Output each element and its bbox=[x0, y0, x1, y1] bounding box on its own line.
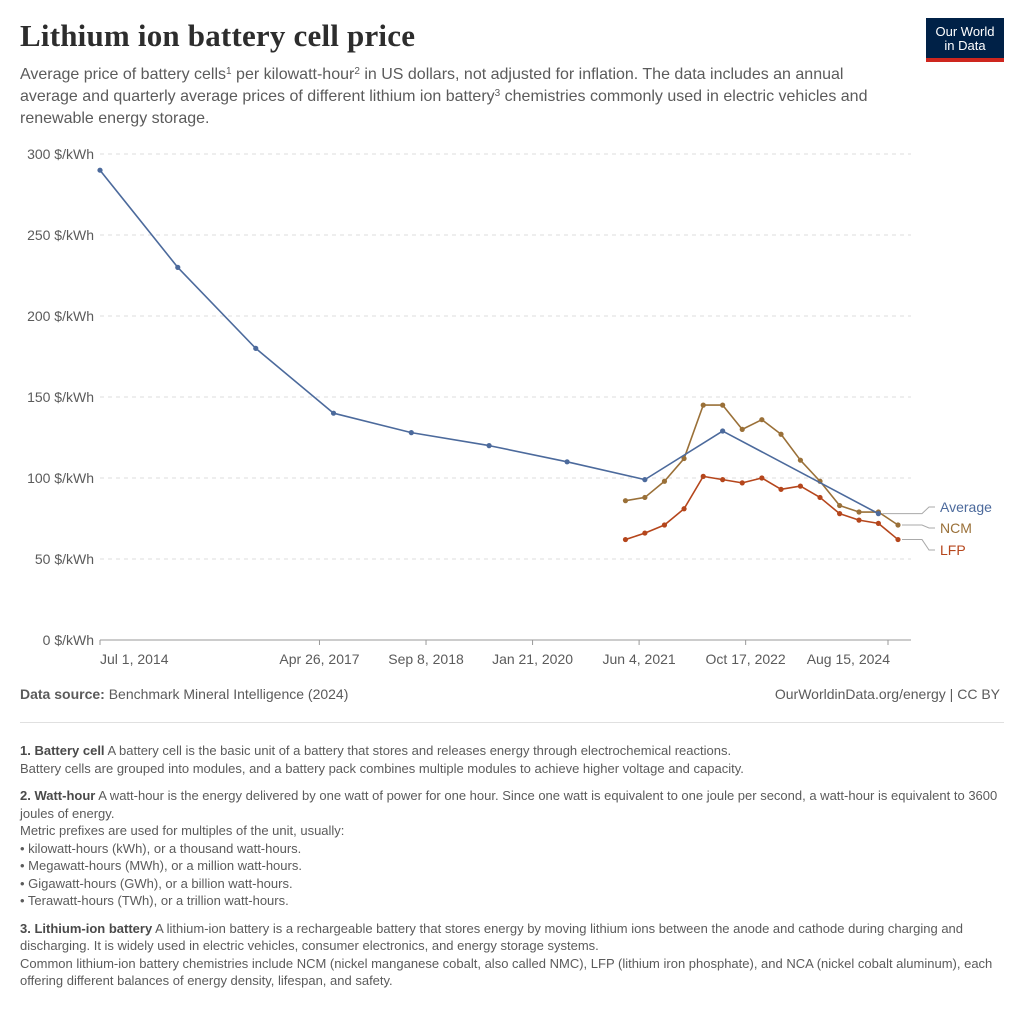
footnote-ref-2[interactable]: 2 bbox=[354, 66, 360, 77]
chart-subtitle: Average price of battery cells1 per kilo… bbox=[20, 64, 900, 130]
data-point-ncm bbox=[720, 402, 726, 408]
footnote-text: A battery cell is the basic unit of a ba… bbox=[104, 743, 732, 758]
footnote-term: 3. Lithium-ion battery bbox=[20, 920, 153, 936]
footnote-ref-3[interactable]: 3 bbox=[494, 88, 501, 99]
data-point-ncm bbox=[739, 426, 745, 432]
footnote-bullet: • Gigawatt-hours (GWh), or a billion wat… bbox=[20, 875, 293, 891]
data-point-lfp bbox=[875, 520, 881, 526]
x-tick-label: Jan 21, 2020 bbox=[492, 651, 573, 667]
data-point-ncm bbox=[661, 478, 668, 484]
data-point-average bbox=[720, 428, 726, 434]
data-point-ncm bbox=[681, 455, 687, 462]
footnote-line: 2. Watt-hour A watt-hour is the energy d… bbox=[20, 787, 1004, 822]
data-point-lfp bbox=[720, 477, 726, 483]
y-tick-label: 100 $/kWh bbox=[27, 470, 94, 486]
footnote-bullet: • Terawatt-hours (TWh), or a trillion wa… bbox=[20, 893, 289, 908]
footnote-bullet: • kilowatt-hours (kWh), or a thousand wa… bbox=[20, 840, 302, 856]
data-point-average bbox=[875, 511, 881, 517]
credit-link[interactable]: OurWorldinData.org/energy | CC BY bbox=[774, 686, 1000, 702]
y-tick-label: 0 $/kWh bbox=[43, 632, 94, 648]
data-point-ncm bbox=[856, 509, 862, 515]
data-point-average bbox=[408, 430, 414, 436]
footnote-bullet: • Megawatt-hours (MWh), or a million wat… bbox=[20, 858, 302, 873]
footnote-lithium-ion-battery: 3. Lithium-ion battery A lithium-ion bat… bbox=[20, 920, 1004, 990]
data-point-ncm bbox=[622, 498, 629, 504]
data-point-ncm bbox=[642, 494, 648, 501]
data-point-lfp bbox=[817, 494, 823, 501]
legend-connector-average bbox=[882, 506, 935, 515]
series-line-average bbox=[99, 169, 879, 515]
data-point-average bbox=[253, 345, 259, 351]
subtitle-text: chemistries commonly used in electric ve… bbox=[20, 88, 868, 127]
footnote-line: 1. Battery cell A battery cell is the ba… bbox=[20, 742, 1004, 760]
divider bbox=[20, 722, 1004, 723]
footnote-battery-cell: 1. Battery cell A battery cell is the ba… bbox=[20, 742, 1004, 777]
data-point-average bbox=[486, 443, 492, 449]
line-chart: 0 $/kWh 50 $/kWh 100 $/kWh 150 $/kWh 200 $/k… bbox=[27, 146, 992, 667]
series-line-ncm bbox=[625, 404, 899, 526]
footnote-term: 2. Watt-hour bbox=[20, 788, 96, 803]
subtitle-text: in US dollars, not adjusted for inflatio… bbox=[20, 66, 844, 105]
data-point-lfp bbox=[797, 483, 804, 489]
footnote-line: Battery cells are grouped into modules, … bbox=[20, 760, 744, 776]
data-point-lfp bbox=[622, 536, 629, 543]
data-point-ncm bbox=[778, 431, 784, 437]
x-tick-label: Sep 8, 2018 bbox=[388, 651, 464, 667]
y-tick-label: 250 $/kWh bbox=[27, 227, 94, 243]
data-point-ncm bbox=[837, 502, 843, 509]
legend-label-ncm: NCM bbox=[940, 520, 972, 536]
data-point-lfp bbox=[895, 536, 901, 543]
data-point-average bbox=[175, 264, 181, 270]
data-point-lfp bbox=[700, 473, 706, 479]
data-point-average bbox=[97, 167, 103, 173]
footnote-term: 1. Battery cell bbox=[20, 743, 105, 758]
legend-label-average: Average bbox=[940, 499, 992, 515]
source-text: Benchmark Mineral Intelligence (2024) bbox=[104, 686, 349, 702]
data-point-lfp bbox=[642, 530, 648, 536]
footnote-line: Metric prefixes are used for multiples o… bbox=[20, 823, 345, 838]
footnote-watt-hour: 2. Watt-hour A watt-hour is the energy d… bbox=[20, 787, 1004, 910]
footnotes: 1. Battery cell A battery cell is the ba… bbox=[20, 742, 1004, 1000]
legend-label-lfp: LFP bbox=[940, 542, 966, 558]
subtitle-text: per kilowatt-hour bbox=[231, 66, 355, 83]
owid-logo[interactable]: Our World in Data bbox=[926, 18, 1004, 62]
logo-line-2: in Data bbox=[944, 38, 986, 53]
data-point-average bbox=[564, 459, 570, 465]
data-point-ncm bbox=[895, 522, 901, 528]
data-point-average bbox=[330, 410, 337, 416]
legend-connector-lfp bbox=[902, 539, 935, 551]
data-point-ncm bbox=[700, 402, 706, 408]
data-point-lfp bbox=[739, 480, 745, 486]
data-point-lfp bbox=[681, 506, 687, 512]
chart-title: Lithium ion battery cell price bbox=[20, 18, 416, 53]
footnote-line: 3. Lithium-ion battery A lithium-ion bat… bbox=[20, 920, 1004, 955]
legend-connector-ncm bbox=[902, 524, 935, 529]
logo-line-1: Our World bbox=[935, 24, 995, 39]
data-source[interactable]: Data source: Benchmark Mineral Intellige… bbox=[20, 686, 348, 702]
footnote-text: A watt-hour is the energy delivered by o… bbox=[20, 788, 998, 821]
series-line-lfp bbox=[625, 475, 899, 541]
footnote-ref-1[interactable]: 1 bbox=[226, 66, 232, 77]
data-point-ncm bbox=[797, 457, 804, 463]
data-point-lfp bbox=[778, 486, 784, 492]
data-point-lfp bbox=[837, 511, 843, 517]
data-point-lfp bbox=[661, 522, 668, 528]
x-tick-label: Jun 4, 2021 bbox=[603, 651, 676, 667]
data-point-average bbox=[642, 477, 648, 483]
y-tick-label: 300 $/kWh bbox=[27, 146, 94, 162]
data-point-ncm bbox=[759, 417, 765, 423]
x-tick-label: Oct 17, 2022 bbox=[706, 651, 786, 667]
footnote-text: A lithium-ion battery is a rechargeable … bbox=[20, 920, 964, 954]
y-tick-label: 150 $/kWh bbox=[27, 389, 94, 405]
subtitle-text: Average price of battery cells bbox=[20, 66, 227, 83]
y-tick-label: 50 $/kWh bbox=[35, 551, 94, 567]
x-tick-label: Jul 1, 2014 bbox=[100, 651, 169, 667]
footnote-line: Common lithium-ion battery chemistries i… bbox=[20, 955, 993, 989]
source-label: Data source: bbox=[20, 686, 105, 702]
x-tick-label: Apr 26, 2017 bbox=[279, 651, 359, 667]
data-point-lfp bbox=[856, 517, 862, 523]
x-tick-label: Aug 15, 2024 bbox=[807, 651, 891, 667]
y-tick-label: 200 $/kWh bbox=[27, 308, 94, 324]
data-point-lfp bbox=[759, 475, 765, 481]
